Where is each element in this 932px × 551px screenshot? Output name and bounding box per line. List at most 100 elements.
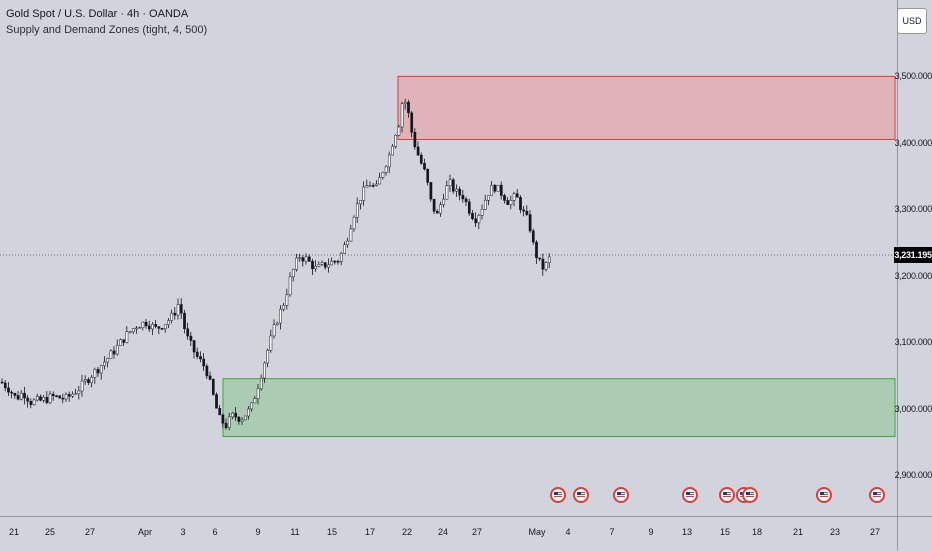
candle-body xyxy=(83,379,87,382)
candle-body xyxy=(480,209,484,216)
candle xyxy=(547,253,551,269)
time-tick-label: 21 xyxy=(792,527,804,537)
demand-zone xyxy=(222,378,896,438)
candle-body xyxy=(64,394,68,400)
candle-body xyxy=(423,163,426,170)
candle xyxy=(279,305,282,330)
candle xyxy=(442,193,446,208)
candle-body xyxy=(314,266,318,270)
us-flag-icon[interactable] xyxy=(573,487,589,503)
candle-body xyxy=(493,184,497,192)
us-flag-icon[interactable] xyxy=(869,487,885,503)
candle-body xyxy=(525,210,529,215)
candle xyxy=(157,326,161,335)
candle-body xyxy=(247,408,250,417)
candle-body xyxy=(295,257,298,270)
candle xyxy=(147,320,151,332)
candle xyxy=(87,377,90,386)
candle xyxy=(179,298,183,320)
price-tick-label: 2,900.000 xyxy=(894,470,932,481)
candle xyxy=(339,251,343,266)
candle xyxy=(359,200,362,210)
candle-body xyxy=(301,257,305,262)
candle xyxy=(45,391,49,405)
candle xyxy=(211,378,215,396)
symbol-title[interactable]: Gold Spot / U.S. Dollar · 4h · OANDA xyxy=(6,8,189,20)
candle-body xyxy=(240,419,244,422)
candle xyxy=(138,326,142,330)
candle-body xyxy=(10,391,14,394)
time-tick-label: May xyxy=(528,527,546,537)
candle-body xyxy=(435,211,439,214)
candle xyxy=(42,394,46,403)
candle-body xyxy=(275,322,279,325)
candle xyxy=(352,215,356,232)
candle xyxy=(103,356,106,370)
candle xyxy=(208,371,212,381)
candle xyxy=(218,404,222,416)
candle xyxy=(381,171,385,180)
candle xyxy=(451,177,455,194)
candle-body xyxy=(135,327,138,330)
candle xyxy=(327,258,330,273)
scale-corner xyxy=(897,516,932,550)
candle xyxy=(426,168,430,186)
candle-body xyxy=(189,335,193,341)
chart-pane[interactable]: Gold Spot / U.S. Dollar · 4h · OANDA Sup… xyxy=(0,0,897,516)
candle-body xyxy=(487,195,490,201)
candle-body xyxy=(496,184,500,192)
indicator-label[interactable]: Supply and Demand Zones (tight, 4, 500) xyxy=(6,24,208,36)
us-flag-icon[interactable] xyxy=(742,487,758,503)
candle xyxy=(458,186,462,201)
candle xyxy=(16,391,20,401)
candle xyxy=(503,193,506,204)
time-tick-label: 22 xyxy=(401,527,413,537)
candle-body xyxy=(455,188,458,192)
candle xyxy=(183,309,186,334)
candle xyxy=(115,339,119,356)
candle-body xyxy=(272,324,276,337)
us-flag-icon[interactable] xyxy=(682,487,698,503)
candle xyxy=(445,180,449,200)
candle-body xyxy=(195,351,199,357)
us-flag-icon[interactable] xyxy=(816,487,832,503)
candle xyxy=(349,224,353,242)
candle xyxy=(74,388,78,396)
candle-body xyxy=(448,179,452,186)
candle-body xyxy=(323,262,327,268)
candle xyxy=(410,111,414,138)
candle xyxy=(506,197,510,205)
candle xyxy=(509,195,513,210)
candle xyxy=(67,391,71,402)
us-flag-icon[interactable] xyxy=(719,487,735,503)
candle-body xyxy=(387,154,391,168)
candle xyxy=(429,181,433,202)
time-tick-label: 9 xyxy=(648,527,654,537)
candle-body xyxy=(154,324,158,327)
price-tick-label: 3,100.000 xyxy=(894,337,932,348)
candle xyxy=(490,180,494,196)
time-tick-label: 25 xyxy=(44,527,56,537)
candle-body xyxy=(250,402,254,410)
time-tick-label: 18 xyxy=(751,527,763,537)
candle xyxy=(80,374,84,397)
candle-body xyxy=(141,321,145,329)
candle-body xyxy=(131,328,135,332)
candle xyxy=(531,228,535,245)
candle-body xyxy=(170,312,174,321)
candlestick-chart[interactable] xyxy=(0,0,897,516)
candle-body xyxy=(426,168,430,183)
candle xyxy=(32,398,36,406)
candle xyxy=(240,417,244,425)
candle-body xyxy=(35,396,39,401)
candle-body xyxy=(477,215,481,224)
candle-body xyxy=(151,324,154,330)
us-flag-icon[interactable] xyxy=(613,487,629,503)
candle-body xyxy=(541,258,545,270)
us-flag-icon[interactable] xyxy=(550,487,566,503)
candle-body xyxy=(490,184,494,196)
candle xyxy=(528,210,532,233)
candle xyxy=(272,319,276,339)
currency-button[interactable]: USD xyxy=(897,8,927,34)
time-scale[interactable]: 21 25 27 Apr 3 6 9 11 15 17 22 24 27 May 4 7 9 13 15 18 21 23… xyxy=(0,516,897,551)
